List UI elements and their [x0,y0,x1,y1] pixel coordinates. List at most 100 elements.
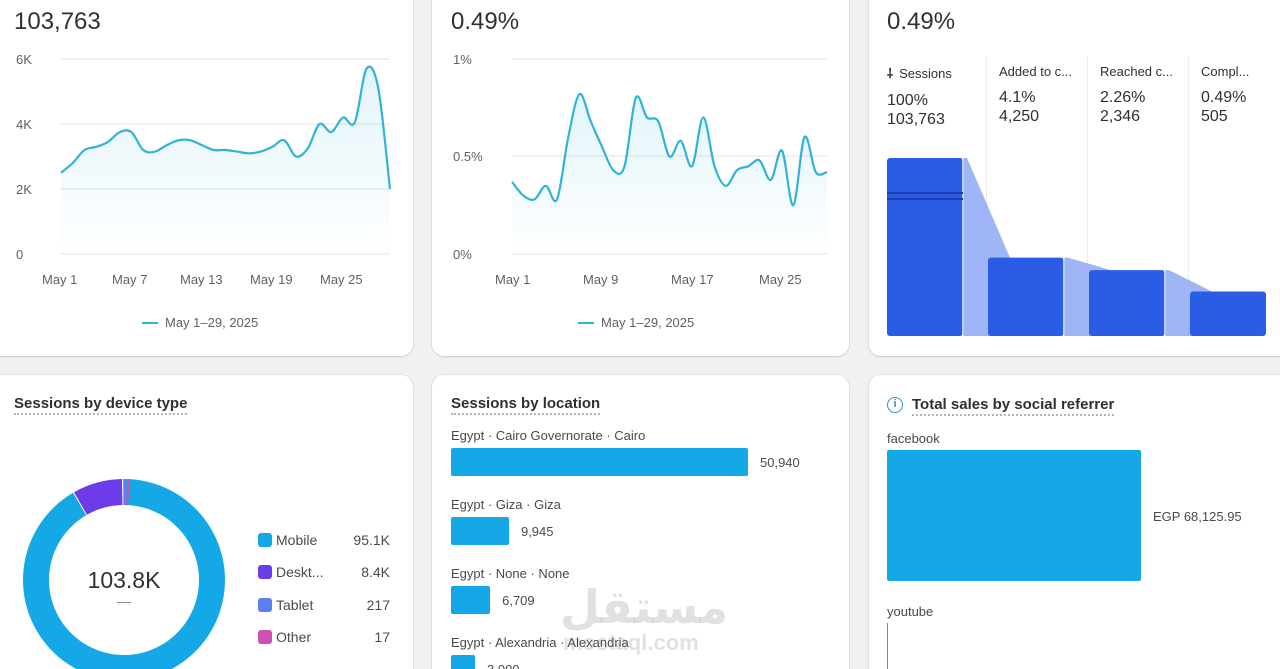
funnel-bar [1089,270,1165,336]
y-tick: 6K [16,52,32,67]
location-bar[interactable] [451,655,475,669]
funnel-bar [988,257,1064,336]
watermark-latin: mostaql.com [563,630,699,655]
legend-item-other[interactable]: Other 17 [258,627,390,647]
completion-rate: 0.49% [887,8,956,35]
chart-legend[interactable]: May 1–29, 2025 [142,315,258,330]
y-tick: 1% [453,52,472,67]
legend-item-tablet[interactable]: Tablet 217 [258,595,390,615]
location-label: Egypt · Alexandria · Alexandria [451,635,629,650]
legend-name: Mobile [276,532,318,548]
referrer-bar[interactable] [887,623,888,669]
stage-label: Sessions [899,66,952,81]
referrer-value: EGP 68,125.95 [1153,509,1242,524]
series-area [61,66,390,254]
column-divider [986,56,987,336]
funnel-chart[interactable] [869,0,1280,356]
x-tick: May 9 [583,272,619,287]
watermark-arabic: مستقل [560,580,729,634]
card-title[interactable]: Total sales by social referrer [912,396,1115,416]
legend-line-icon [142,321,158,324]
referrer-bar[interactable] [887,450,1141,581]
x-tick: May 19 [250,272,293,287]
x-tick: May 7 [112,272,148,287]
social-referrer-card[interactable]: i Total sales by social referrer faceboo… [869,375,1280,669]
device-card[interactable]: Sessions by device type 103.8K — Mobile … [0,375,413,669]
funnel-bar [1190,291,1266,336]
location-value: 50,940 [760,455,800,470]
referrer-label: facebook [887,431,940,446]
stage-label: Compl... [1201,64,1250,79]
swatch-icon [258,630,272,644]
donut-slice-deskt [74,479,123,515]
bar-edge [962,158,964,336]
x-tick: May 13 [180,272,223,287]
funnel-stage-sessions[interactable]: ⸸ Sessions 100% 103,763 [887,64,982,129]
funnel-stage-added-to-cart[interactable]: Added to c... 4.1% 4,250 [999,64,1083,126]
location-bar[interactable] [451,517,509,545]
stage-label: Added to c... [999,64,1072,79]
location-value: 9,945 [520,524,554,539]
x-tick: May 25 [759,272,802,287]
conversion-line-chart[interactable] [432,0,849,356]
device-donut-chart[interactable] [0,375,413,669]
funnel-card[interactable]: 0.49% ⸸ Sessions 100% 103,763 Added to c.… [869,0,1280,356]
location-label: Egypt · None · None [451,566,570,581]
series-line [511,92,828,207]
legend-name: Deskt... [276,564,324,580]
location-bar[interactable] [451,586,491,614]
card-title[interactable]: Sessions by location [451,395,601,415]
sessions-card[interactable]: 103,763 6K 4K 2K 0 May 1 May 7 May 13 Ma… [0,0,413,356]
stage-count: 2,346 [1100,108,1141,125]
series-area [512,93,827,254]
donut-total: 103.8K [87,567,161,593]
sessions-line-chart[interactable] [0,0,413,356]
card-title[interactable]: Sessions by device type [14,395,188,415]
legend-label: May 1–29, 2025 [601,315,695,330]
legend-line-icon [578,321,594,324]
stage-percent: 100% [887,92,928,109]
x-tick: May 17 [671,272,714,287]
series-line [60,65,392,190]
stage-count: 103,763 [887,111,945,128]
legend-name: Tablet [276,597,314,613]
swatch-icon [258,598,272,612]
legend-label: May 1–29, 2025 [165,315,259,330]
legend-name: Other [276,629,312,645]
funnel-stage-completed[interactable]: Compl... 0.49% 505 [1201,64,1280,126]
x-tick: May 25 [320,272,363,287]
bar-edge [1063,257,1065,336]
x-tick: May 1 [495,272,531,287]
location-value: 3,000 [487,662,520,669]
location-label: Egypt · Giza · Giza [451,497,561,512]
stage-count: 505 [1201,108,1228,125]
y-tick: 2K [16,182,32,197]
funnel-bar [887,158,963,336]
funnel-stage-reached-checkout[interactable]: Reached c... 2.26% 2,346 [1100,64,1184,126]
conversion-rate: 0.49% [451,8,520,35]
stage-label: Reached c... [1100,64,1173,79]
legend-item-desktop[interactable]: Deskt... 8.4K [258,562,390,582]
donut-slice-tablet [123,479,126,506]
y-tick: 0.5% [453,149,483,164]
donut-slice-other [126,479,130,506]
swatch-icon [258,565,272,579]
bar-edge [1164,270,1166,336]
column-divider [1087,56,1088,336]
stage-percent: 4.1% [999,89,1036,106]
location-card[interactable]: Sessions by location Egypt · Cairo Gover… [432,375,849,669]
chart-legend[interactable]: May 1–29, 2025 [578,315,694,330]
location-bar[interactable] [451,448,748,476]
legend-value: 217 [366,597,390,613]
y-tick: 4K [16,117,32,132]
sessions-total: 103,763 [14,8,101,35]
conversion-card[interactable]: 0.49% 1% 0.5% 0% May 1 May 9 May 17 May … [432,0,849,356]
sessions-stage-icon: ⸸ [887,66,894,81]
x-tick: May 1 [42,272,78,287]
donut-subtext: — [117,593,131,609]
location-value: 6,709 [502,593,535,608]
info-icon[interactable]: i [887,397,903,413]
legend-item-mobile[interactable]: Mobile 95.1K [258,530,390,550]
y-tick: 0% [453,247,472,262]
legend-value: 95.1K [353,532,390,548]
